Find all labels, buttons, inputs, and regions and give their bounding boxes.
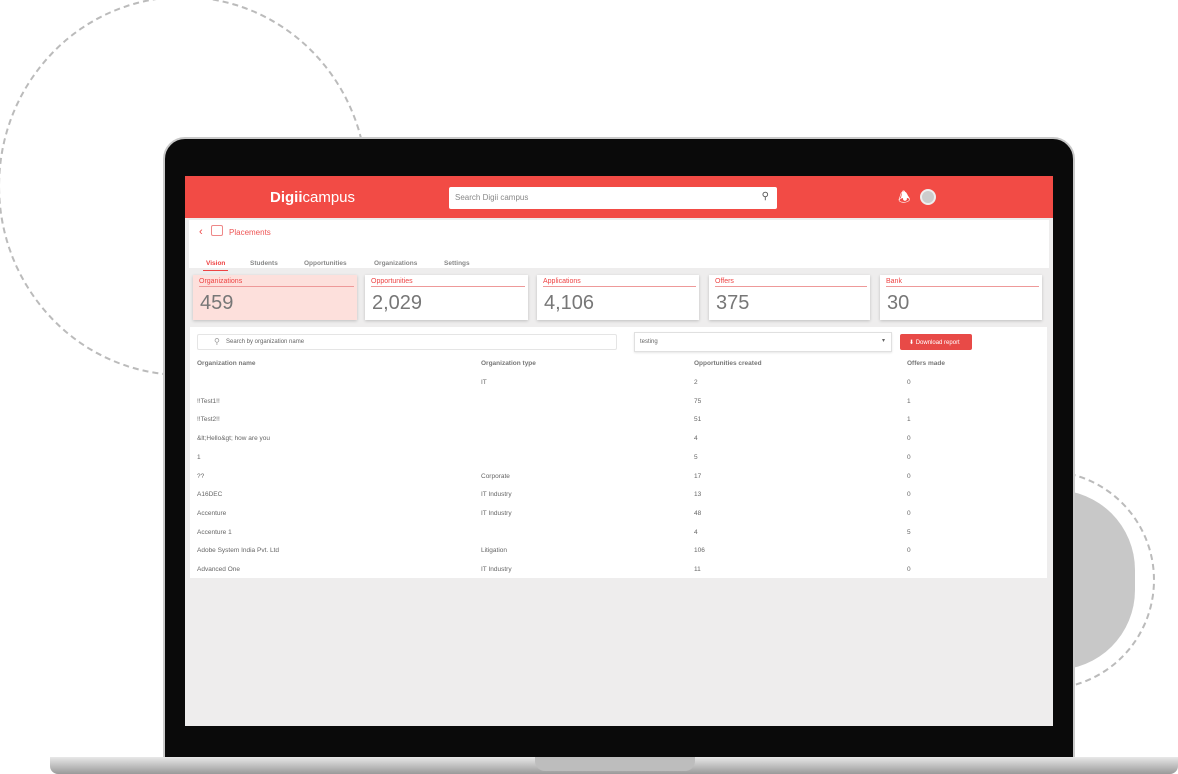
table-cell: 0	[907, 566, 911, 573]
stat-label: Offers	[715, 278, 867, 287]
table-cell: Adobe System India Pvt. Ltd	[197, 547, 280, 555]
stat-card-organizations[interactable]: Organizations 459	[193, 275, 357, 320]
tab-organizations[interactable]: Organizations	[374, 260, 418, 267]
table-cell: 0	[907, 509, 911, 517]
table-cell: 75	[694, 397, 702, 405]
table-cell: 1	[907, 397, 911, 405]
table-cell: 1	[907, 416, 911, 424]
table-cell: Accenture 1	[197, 528, 232, 536]
logo[interactable]: Digiicampus	[270, 189, 355, 206]
table-cell: 5	[907, 528, 911, 536]
caret-down-icon: ▾	[881, 338, 885, 344]
table-row[interactable]	[190, 522, 1047, 540]
column-header: Opportunities created	[694, 360, 762, 367]
stat-label: Opportunities	[371, 278, 525, 287]
logo-bold: Digii	[270, 189, 303, 206]
tab-vision[interactable]: Vision	[203, 260, 229, 271]
table-row[interactable]	[190, 559, 1047, 577]
stat-label: Organizations	[199, 278, 354, 287]
table-cell: !!Test2!!	[197, 416, 220, 424]
filter-value: testing	[640, 339, 658, 345]
download-label: Download report	[915, 340, 960, 346]
table-cell: 1	[197, 453, 201, 461]
tab-opportunities[interactable]: Opportunities	[304, 260, 347, 267]
stat-card-applications[interactable]: Applications 4,106	[537, 275, 699, 320]
table-cell: IT Industry	[481, 509, 512, 517]
table-row[interactable]	[190, 391, 1047, 409]
stat-value: 2,029	[372, 292, 423, 314]
stat-card-offers[interactable]: Offers 375	[709, 275, 870, 320]
table-cell: 0	[907, 379, 911, 386]
column-header: Organization name	[197, 360, 256, 367]
logo-light: campus	[302, 189, 356, 206]
laptop-notch	[535, 757, 695, 771]
table-cell: IT	[481, 379, 487, 386]
tab-students[interactable]: Students	[250, 260, 278, 267]
search-icon: ⚲	[214, 337, 220, 346]
organization-search-input[interactable]: ⚲ Search by organization name	[197, 334, 617, 350]
table-cell: 4	[694, 528, 698, 536]
table-cell: 48	[694, 509, 702, 517]
avatar[interactable]	[920, 189, 936, 205]
table-cell: 5	[694, 453, 698, 461]
table-row[interactable]	[190, 428, 1047, 446]
organizations-table-panel: ⚲ Search by organization name testing ▾ ⬇ …	[190, 327, 1047, 578]
table-row[interactable]	[190, 372, 1047, 390]
search-placeholder: Search by organization name	[226, 339, 305, 345]
bell-icon[interactable]: 🕭	[898, 189, 911, 205]
stat-card-bank[interactable]: Bank 30	[880, 275, 1042, 320]
table-cell: 0	[907, 547, 911, 555]
table-cell: 106	[694, 547, 705, 555]
table-cell: 11	[694, 566, 701, 573]
table-row[interactable]	[190, 466, 1047, 484]
table-row[interactable]	[190, 503, 1047, 521]
table-cell: A16DEC	[197, 491, 223, 499]
table-cell: 51	[694, 416, 702, 424]
table-cell: 0	[907, 453, 911, 461]
stat-value: 459	[200, 292, 234, 314]
table-cell: 17	[694, 472, 702, 480]
search-placeholder: Search Digii campus	[455, 193, 529, 202]
table-cell: 0	[907, 472, 911, 480]
table-cell: &lt;Hello&gt; how are you	[197, 435, 270, 443]
briefcase-icon	[211, 225, 223, 236]
table-cell: 13	[694, 491, 702, 499]
stat-label: Applications	[543, 278, 696, 287]
app-screen: Digiicampus Search Digii campus ⚲ 🕭 ‹ Pla…	[185, 176, 1053, 726]
breadcrumb[interactable]: Placements	[229, 228, 271, 237]
table-cell: 4	[694, 435, 698, 443]
top-header: Digiicampus Search Digii campus ⚲ 🕭	[185, 176, 1053, 218]
download-icon: ⬇	[909, 340, 916, 346]
global-search-input[interactable]: Search Digii campus ⚲	[449, 187, 777, 209]
filter-select[interactable]: testing ▾	[634, 332, 892, 352]
table-row[interactable]	[190, 540, 1047, 558]
stat-value: 30	[887, 292, 910, 314]
search-icon[interactable]: ⚲	[761, 191, 769, 202]
table-cell: IT Industry	[481, 491, 512, 499]
table-cell: Advanced One	[197, 566, 241, 573]
column-header: Offers made	[907, 360, 945, 367]
table-cell: Accenture	[197, 509, 227, 517]
table-cell: 0	[907, 491, 911, 499]
stat-label: Bank	[886, 278, 1039, 287]
table-row[interactable]	[190, 409, 1047, 427]
table-cell: 0	[907, 435, 911, 443]
table-cell: IT Industry	[481, 566, 512, 573]
breadcrumb-bar: ‹ Placements Vision Students Opportuniti…	[189, 220, 1049, 271]
column-header: Organization type	[481, 360, 536, 367]
table-row[interactable]	[190, 484, 1047, 502]
back-chevron-icon[interactable]: ‹	[199, 226, 203, 238]
stat-value: 4,106	[544, 292, 595, 314]
table-cell: Litigation	[481, 547, 508, 555]
download-report-button[interactable]: ⬇ Download report	[900, 334, 972, 350]
tab-settings[interactable]: Settings	[444, 260, 470, 267]
table-cell: Corporate	[481, 472, 510, 480]
table-cell: !!Test1!!	[197, 397, 220, 405]
table-cell: 2	[694, 379, 698, 386]
table-row[interactable]	[190, 447, 1047, 465]
stat-card-opportunities[interactable]: Opportunities 2,029	[365, 275, 528, 320]
stat-value: 375	[716, 292, 750, 314]
table-cell: ??	[197, 472, 205, 480]
